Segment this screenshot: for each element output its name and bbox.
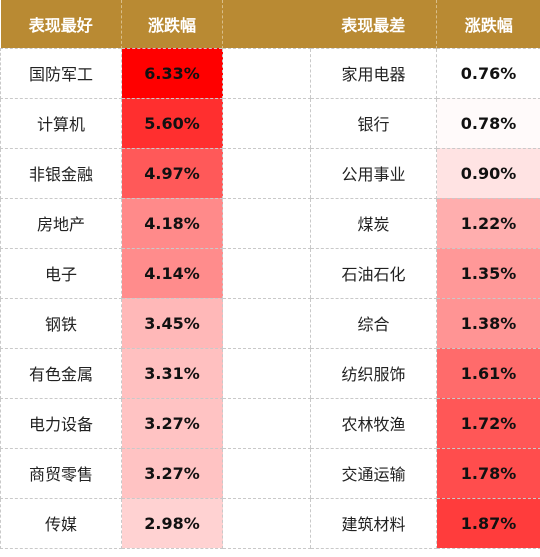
worst-sector-name: 农林牧渔 [310,397,437,449]
worst-sector-change: 1.35% [436,247,540,299]
worst-sector-name: 家用电器 [310,47,437,99]
best-sector-name: 钢铁 [0,297,122,349]
best-sector-name: 国防军工 [0,47,122,99]
row-spacer [222,497,311,549]
table-row: 电子 4.14% 石油石化 1.35% [0,247,540,299]
worst-sector-change: 1.22% [436,197,540,249]
best-sector-change: 5.60% [121,97,223,149]
worst-sector-name: 石油石化 [310,247,437,299]
header-worst-label: 表现最差 [310,0,437,48]
worst-sector-change: 1.72% [436,397,540,449]
worst-sector-change: 0.76% [436,47,540,99]
table-row: 电力设备 3.27% 农林牧渔 1.72% [0,397,540,449]
header-spacer [222,0,311,48]
worst-sector-change: 1.78% [436,447,540,499]
row-spacer [222,447,311,499]
worst-sector-change: 0.78% [436,97,540,149]
worst-sector-change: 1.38% [436,297,540,349]
worst-sector-name: 综合 [310,297,437,349]
worst-sector-change: 0.90% [436,147,540,199]
best-sector-name: 传媒 [0,497,122,549]
header-best-label: 表现最好 [0,0,122,48]
row-spacer [222,47,311,99]
worst-sector-change: 1.87% [436,497,540,549]
row-spacer [222,397,311,449]
table-row: 传媒 2.98% 建筑材料 1.87% [0,497,540,549]
row-spacer [222,197,311,249]
best-sector-name: 有色金属 [0,347,122,399]
best-sector-change: 3.45% [121,297,223,349]
table-row: 钢铁 3.45% 综合 1.38% [0,297,540,349]
worst-sector-change: 1.61% [436,347,540,399]
best-sector-name: 计算机 [0,97,122,149]
table-row: 房地产 4.18% 煤炭 1.22% [0,197,540,249]
header-best-change: 涨跌幅 [121,0,223,48]
best-sector-change: 4.18% [121,197,223,249]
row-spacer [222,147,311,199]
table-row: 商贸零售 3.27% 交通运输 1.78% [0,447,540,499]
worst-sector-name: 交通运输 [310,447,437,499]
table-row: 有色金属 3.31% 纺织服饰 1.61% [0,347,540,399]
row-spacer [222,347,311,399]
worst-sector-name: 建筑材料 [310,497,437,549]
best-sector-name: 商贸零售 [0,447,122,499]
worst-sector-name: 银行 [310,97,437,149]
best-sector-change: 4.14% [121,247,223,299]
worst-sector-name: 纺织服饰 [310,347,437,399]
table-row: 国防军工 6.33% 家用电器 0.76% [0,47,540,99]
best-sector-name: 非银金融 [0,147,122,199]
worst-sector-name: 煤炭 [310,197,437,249]
best-sector-name: 电子 [0,247,122,299]
best-sector-change: 3.31% [121,347,223,399]
best-sector-change: 6.33% [121,47,223,99]
row-spacer [222,97,311,149]
best-sector-name: 房地产 [0,197,122,249]
worst-sector-name: 公用事业 [310,147,437,199]
best-sector-change: 3.27% [121,447,223,499]
best-sector-name: 电力设备 [0,397,122,449]
best-sector-change: 3.27% [121,397,223,449]
row-spacer [222,297,311,349]
table-row: 计算机 5.60% 银行 0.78% [0,97,540,149]
table-row: 非银金融 4.97% 公用事业 0.90% [0,147,540,199]
best-sector-change: 4.97% [121,147,223,199]
table-header-row: 表现最好 涨跌幅 表现最差 涨跌幅 [0,0,540,48]
best-sector-change: 2.98% [121,497,223,549]
row-spacer [222,247,311,299]
header-worst-change: 涨跌幅 [436,0,540,48]
